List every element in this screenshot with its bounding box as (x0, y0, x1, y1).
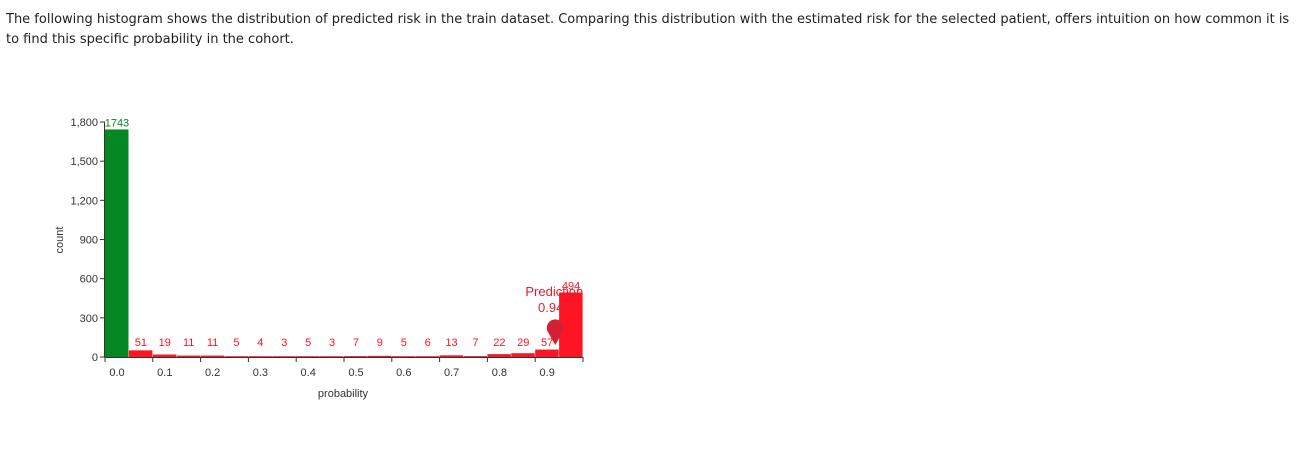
y-tick-label: 0 (92, 352, 98, 364)
histogram-bar (128, 350, 153, 357)
bar-value-labels: 1743 51 19 11 11 5 4 3 5 3 7 9 5 6 13 7 22 29 57 494 (105, 117, 581, 349)
histogram-bar (152, 354, 177, 357)
bar-value-label: 7 (472, 337, 478, 349)
histogram-bar (272, 356, 296, 357)
x-tick-label: 0.5 (348, 367, 363, 379)
y-tick-label: 1,200 (70, 195, 98, 207)
prediction-marker-icon (546, 319, 564, 345)
histogram-bar (439, 355, 464, 357)
histogram-bar (176, 355, 201, 357)
bar-value-label: 6 (425, 337, 431, 349)
bar-value-label: 5 (233, 337, 239, 349)
bar-value-label: 57 (541, 337, 553, 349)
y-tick-label: 1,800 (70, 117, 98, 129)
bar-value-label: 1743 (105, 117, 129, 129)
bar-value-label: 51 (135, 337, 147, 349)
y-tick-label: 300 (80, 313, 98, 325)
y-axis-ticks: 0 300 600 900 1,200 1,500 1,800 (70, 117, 105, 364)
histogram-bar (463, 356, 487, 357)
histogram-bar (200, 355, 225, 357)
bar-value-label: 29 (517, 337, 529, 349)
histogram-bar (535, 349, 559, 357)
histogram-bar (487, 354, 511, 357)
bar-value-label: 494 (562, 281, 580, 293)
prediction-label: Prediction (525, 284, 583, 299)
histogram-bar (344, 356, 368, 357)
bar-value-label: 11 (183, 337, 194, 349)
x-tick-label: 0.9 (540, 367, 555, 379)
y-tick-label: 1,500 (70, 156, 98, 168)
bar-value-label: 7 (353, 337, 359, 349)
bar-value-label: 3 (281, 337, 287, 349)
bar-value-label: 19 (159, 337, 171, 349)
x-tick-label: 0.7 (444, 367, 459, 379)
bar-value-label: 13 (445, 337, 457, 349)
histogram-bar (511, 353, 535, 357)
x-tick-label: 0.3 (253, 367, 268, 379)
x-axis-ticks: 0.0 0.1 0.2 0.3 0.4 0.5 0.6 0.7 0.8 0.9 (104, 357, 584, 379)
histogram-bar (367, 355, 392, 357)
prediction-annotation: Prediction 0.942 (525, 284, 583, 345)
bar-value-label: 5 (305, 337, 311, 349)
bar-value-label: 22 (493, 337, 505, 349)
chart-description: The following histogram shows the distri… (6, 12, 1290, 47)
bar-value-label: 11 (207, 337, 218, 349)
x-tick-label: 0.2 (205, 367, 220, 379)
axes (104, 122, 583, 358)
histogram-bar (296, 356, 320, 357)
prediction-value: 0.942 (538, 300, 571, 315)
histogram-bars (105, 129, 583, 357)
y-axis-title: count (54, 227, 66, 254)
histogram-bar (391, 356, 416, 357)
x-tick-label: 0.8 (492, 367, 507, 379)
bar-value-label: 9 (377, 337, 383, 349)
y-tick-label: 600 (80, 274, 98, 286)
histogram-bar (320, 356, 344, 357)
histogram-bar (224, 356, 248, 357)
histogram-bar (248, 356, 272, 357)
x-tick-label: 0.6 (396, 367, 411, 379)
histogram-bar (415, 356, 440, 357)
y-tick-label: 900 (80, 235, 98, 247)
x-tick-label: 0.4 (301, 367, 316, 379)
bar-value-label: 5 (401, 337, 407, 349)
x-tick-label: 0.1 (157, 367, 172, 379)
x-axis-title: probability (318, 388, 369, 400)
histogram-bar (105, 129, 129, 357)
bar-value-label: 4 (257, 337, 263, 349)
histogram-bar (559, 292, 583, 357)
x-tick-label: 0.0 (109, 367, 124, 379)
bar-value-label: 3 (329, 337, 335, 349)
